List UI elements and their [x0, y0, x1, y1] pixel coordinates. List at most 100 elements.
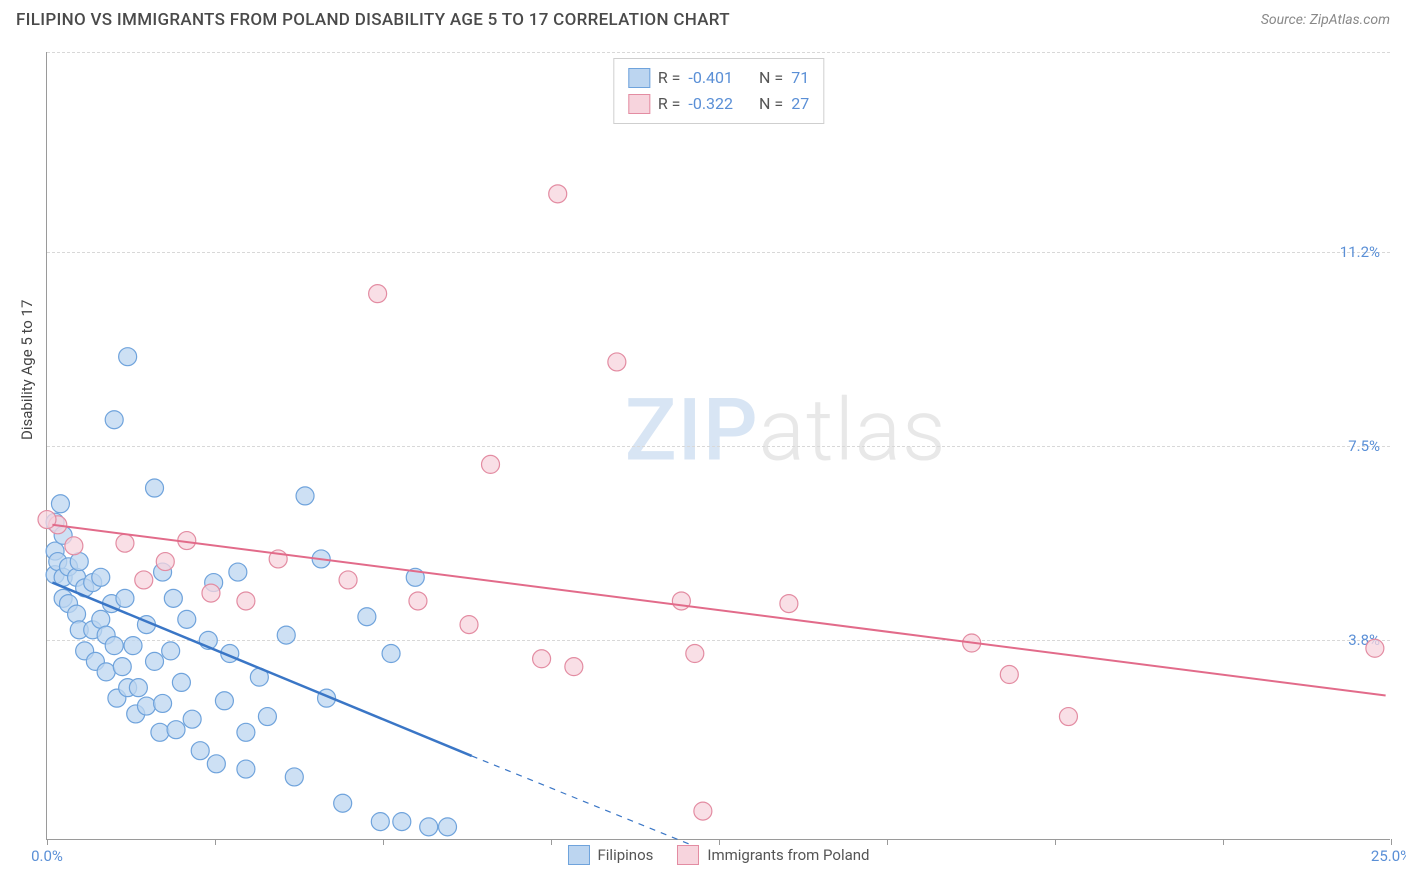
- data-point: [164, 589, 182, 607]
- legend-series-item: Immigrants from Poland: [677, 845, 869, 865]
- data-point: [549, 185, 567, 203]
- data-point: [382, 645, 400, 663]
- data-point: [237, 723, 255, 741]
- data-point: [116, 534, 134, 552]
- data-point: [113, 658, 131, 676]
- legend-stats-row: R =-0.322N =27: [628, 91, 809, 117]
- x-tick: [215, 839, 216, 845]
- y-axis-label: Disability Age 5 to 17: [18, 300, 36, 440]
- data-point: [105, 411, 123, 429]
- data-point: [137, 697, 155, 715]
- legend-R-label: R =: [658, 65, 681, 91]
- source-citation: Source: ZipAtlas.com: [1261, 12, 1390, 28]
- data-point: [565, 658, 583, 676]
- chart-title: FILIPINO VS IMMIGRANTS FROM POLAND DISAB…: [16, 10, 730, 30]
- regression-line: [52, 525, 1385, 696]
- data-point: [694, 802, 712, 820]
- legend-series-label: Immigrants from Poland: [707, 846, 869, 864]
- data-point: [533, 650, 551, 668]
- data-point: [439, 818, 457, 836]
- x-tick: [383, 839, 384, 845]
- data-point: [258, 708, 276, 726]
- data-point: [371, 813, 389, 831]
- x-tick: [1223, 839, 1224, 845]
- x-tick-label: 0.0%: [31, 847, 63, 865]
- source-link[interactable]: ZipAtlas.com: [1310, 12, 1390, 28]
- data-point: [237, 592, 255, 610]
- chart-plot-area: ZIPatlas 3.8%7.5%11.2% 0.0%25.0% R =-0.4…: [46, 52, 1390, 840]
- legend-stats-row: R = -0.401 N = 71: [628, 65, 809, 91]
- data-point: [129, 679, 147, 697]
- data-point: [162, 642, 180, 660]
- data-point: [105, 637, 123, 655]
- data-point: [686, 645, 704, 663]
- legend-series-item: Filipinos: [567, 845, 653, 865]
- data-point: [339, 571, 357, 589]
- scatter-plot-svg: [47, 52, 1390, 839]
- data-point: [237, 760, 255, 778]
- legend-series-label: Filipinos: [597, 846, 653, 864]
- source-label: Source:: [1261, 12, 1310, 28]
- legend-N-label: N =: [759, 91, 783, 117]
- data-point: [151, 723, 169, 741]
- legend-stats: R =-0.401N =71R =-0.322N =27: [613, 58, 824, 124]
- data-point: [172, 673, 190, 691]
- legend-N-label: N =: [759, 65, 783, 91]
- data-point: [296, 487, 314, 505]
- x-tick: [887, 839, 888, 845]
- data-point: [68, 605, 86, 623]
- data-point: [183, 710, 201, 728]
- x-tick: [551, 839, 552, 845]
- data-point: [202, 584, 220, 602]
- data-point: [409, 592, 427, 610]
- data-point: [124, 637, 142, 655]
- data-point: [1000, 666, 1018, 684]
- data-point: [285, 768, 303, 786]
- legend-swatch: [567, 845, 589, 865]
- legend-series: Filipinos Immigrants from Poland: [567, 845, 869, 865]
- data-point: [672, 592, 690, 610]
- data-point: [167, 721, 185, 739]
- legend-N-value: 71: [791, 65, 809, 91]
- x-tick: [1055, 839, 1056, 845]
- legend-R-label: R =: [658, 91, 681, 117]
- x-tick: [47, 839, 48, 845]
- legend-swatch: [677, 845, 699, 865]
- data-point: [146, 479, 164, 497]
- data-point: [334, 794, 352, 812]
- legend-swatch: [628, 94, 650, 114]
- data-point: [156, 553, 174, 571]
- data-point: [97, 663, 115, 681]
- x-tick: [1391, 839, 1392, 845]
- data-point: [191, 742, 209, 760]
- data-point: [229, 563, 247, 581]
- data-point: [420, 818, 438, 836]
- data-point: [178, 610, 196, 628]
- data-point: [369, 285, 387, 303]
- x-tick-label: 25.0%: [1371, 847, 1406, 865]
- data-point: [277, 626, 295, 644]
- data-point: [780, 595, 798, 613]
- data-point: [608, 353, 626, 371]
- data-point: [482, 455, 500, 473]
- data-point: [146, 652, 164, 670]
- legend-R-value: -0.401: [688, 65, 733, 91]
- legend-swatch: [628, 68, 650, 88]
- data-point: [92, 568, 110, 586]
- data-point: [135, 571, 153, 589]
- data-point: [116, 589, 134, 607]
- data-point: [207, 755, 225, 773]
- data-point: [65, 537, 83, 555]
- legend-N-value: 27: [791, 91, 809, 117]
- data-point: [393, 813, 411, 831]
- data-point: [358, 608, 376, 626]
- data-point: [1059, 708, 1077, 726]
- data-point: [51, 495, 69, 513]
- data-point: [154, 694, 172, 712]
- chart-header: FILIPINO VS IMMIGRANTS FROM POLAND DISAB…: [0, 0, 1406, 38]
- data-point: [1366, 639, 1384, 657]
- data-point: [215, 692, 233, 710]
- data-point: [119, 348, 137, 366]
- data-point: [460, 616, 478, 634]
- regression-line-extrapolated: [472, 756, 692, 845]
